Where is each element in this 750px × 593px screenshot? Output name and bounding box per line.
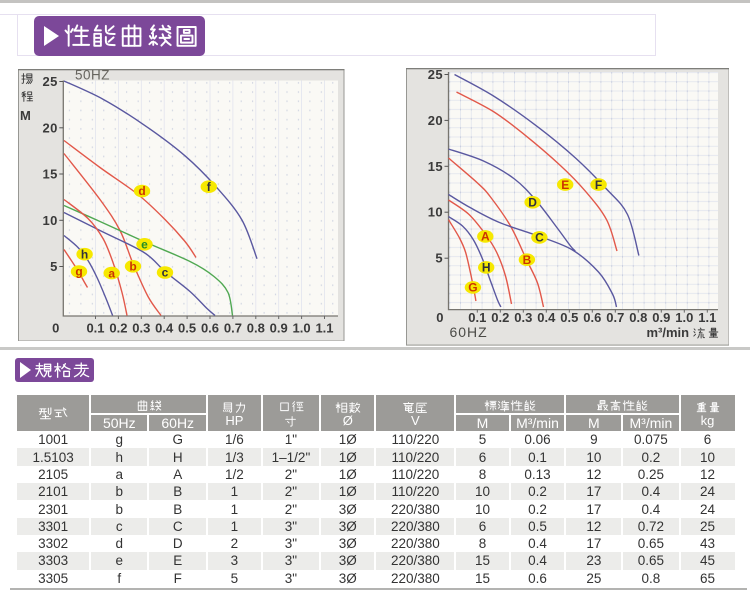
svg-text:0: 0 xyxy=(52,320,59,335)
svg-text:A: A xyxy=(480,230,489,244)
svg-text:0.4: 0.4 xyxy=(537,310,556,325)
svg-text:e: e xyxy=(141,237,148,251)
svg-text:15: 15 xyxy=(427,159,442,174)
svg-text:d: d xyxy=(138,184,145,198)
svg-text:0.3: 0.3 xyxy=(132,320,150,335)
svg-text:D: D xyxy=(528,195,537,209)
svg-text:50HZ: 50HZ xyxy=(75,69,110,83)
svg-text:M: M xyxy=(20,108,31,123)
svg-text:0: 0 xyxy=(436,310,443,325)
svg-text:a: a xyxy=(108,266,115,280)
svg-text:0.1: 0.1 xyxy=(86,320,104,335)
svg-text:C: C xyxy=(535,231,544,245)
svg-text:1.0: 1.0 xyxy=(293,320,311,335)
svg-text:60HZ: 60HZ xyxy=(449,324,487,340)
svg-text:10: 10 xyxy=(427,205,442,220)
svg-text:25: 25 xyxy=(427,68,442,82)
svg-text:0.7: 0.7 xyxy=(606,310,624,325)
svg-text:H: H xyxy=(481,261,490,275)
svg-text:B: B xyxy=(522,253,531,267)
svg-text:1.1: 1.1 xyxy=(698,310,716,325)
svg-text:15: 15 xyxy=(43,166,58,181)
svg-text:g: g xyxy=(75,264,82,278)
svg-text:G: G xyxy=(468,281,477,295)
svg-text:F: F xyxy=(594,178,601,192)
svg-text:0.2: 0.2 xyxy=(491,310,509,325)
svg-text:0.6: 0.6 xyxy=(201,320,219,335)
svg-text:m³/min: m³/min xyxy=(646,325,689,340)
svg-text:0.8: 0.8 xyxy=(247,320,265,335)
svg-text:0.7: 0.7 xyxy=(224,320,242,335)
svg-text:f: f xyxy=(207,179,212,193)
svg-text:0.2: 0.2 xyxy=(109,320,127,335)
svg-text:0.5: 0.5 xyxy=(560,310,578,325)
svg-text:0.8: 0.8 xyxy=(629,310,647,325)
svg-text:E: E xyxy=(561,178,569,192)
svg-text:5: 5 xyxy=(50,259,58,274)
svg-text:20: 20 xyxy=(427,113,442,128)
svg-text:b: b xyxy=(129,259,136,273)
svg-text:0.9: 0.9 xyxy=(652,310,670,325)
svg-text:1.0: 1.0 xyxy=(675,310,693,325)
svg-text:c: c xyxy=(162,265,169,279)
svg-text:25: 25 xyxy=(43,74,58,89)
svg-text:0.6: 0.6 xyxy=(583,310,601,325)
svg-text:5: 5 xyxy=(435,251,443,266)
svg-text:h: h xyxy=(81,247,88,261)
svg-text:1.1: 1.1 xyxy=(315,320,333,335)
svg-text:0.9: 0.9 xyxy=(270,320,288,335)
svg-text:0.1: 0.1 xyxy=(468,310,486,325)
svg-text:20: 20 xyxy=(43,120,58,135)
svg-text:0.5: 0.5 xyxy=(178,320,196,335)
svg-text:0.4: 0.4 xyxy=(155,320,174,335)
svg-text:0.3: 0.3 xyxy=(514,310,532,325)
svg-text:10: 10 xyxy=(43,212,58,227)
